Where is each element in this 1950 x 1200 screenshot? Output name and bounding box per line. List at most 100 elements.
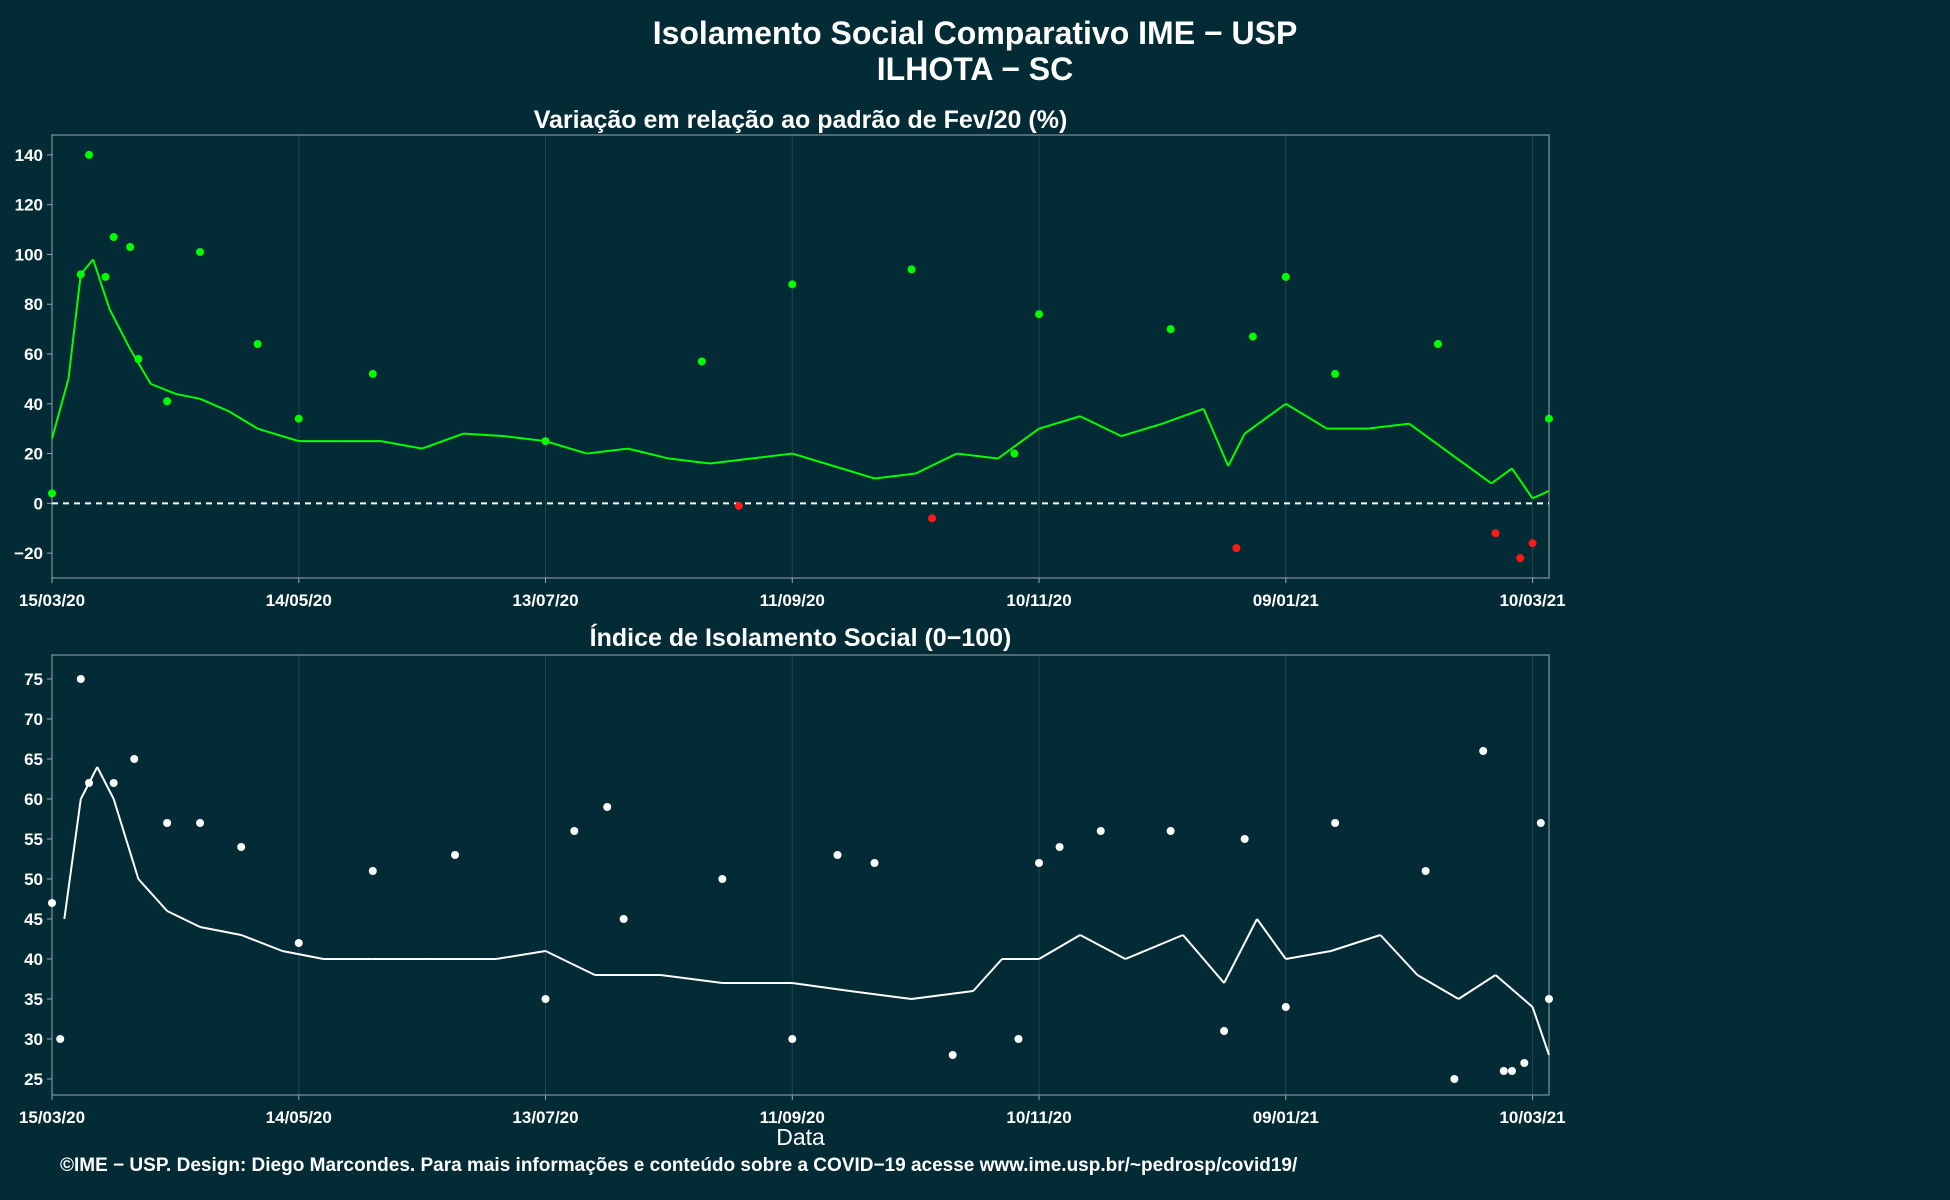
x-axis-label: Data [776,1124,825,1150]
moving-average-segment [668,457,711,465]
data-point [1035,310,1044,319]
moving-average-segment [1079,415,1122,438]
data-point [451,851,460,859]
data-point [1499,1067,1508,1075]
data-point [788,1035,797,1043]
moving-average-segment [199,397,230,413]
moving-average-segment [166,910,201,928]
moving-average-segment [1244,402,1287,435]
data-point [1507,1067,1516,1075]
data-point [603,803,612,811]
data-point [870,859,879,867]
moving-average-segment [228,410,259,430]
data-point [1232,544,1241,553]
moving-average-segment [997,427,1040,460]
plot-frame [51,134,1550,579]
location-subtitle: ILHOTA − SC [876,51,1074,87]
moving-average-segment [1416,974,1460,1000]
moving-average-segment [1285,402,1328,430]
y-tick-label: 60 [24,345,43,364]
main-title: Isolamento Social Comparativo IME − USP [652,15,1298,51]
data-point [1014,1035,1023,1043]
data-point [76,270,85,279]
moving-average-segment [1120,422,1163,438]
y-tick-label: 65 [24,750,43,769]
plot-frame [51,654,1550,1096]
data-point [541,995,550,1003]
data-point [1528,539,1537,548]
data-point [134,354,143,363]
y-tick-label: 60 [24,790,43,809]
data-point [1035,859,1044,867]
data-point [1240,835,1249,843]
data-point [1166,325,1175,334]
moving-average-segment [175,392,201,400]
y-tick-label: 80 [24,295,43,314]
data-point [85,779,94,787]
moving-average-segment [282,950,324,960]
moving-average-segment [1182,934,1225,984]
x-tick-label: 10/03/21 [1499,1108,1565,1127]
moving-average-segment [1449,452,1493,485]
data-point [718,875,727,883]
data-point [163,819,172,827]
data-point [1331,819,1340,827]
moving-average-segment [240,934,283,952]
panel-1: Variação em relação ao padrão de Fev/20 … [14,106,1565,610]
data-point [1220,1027,1229,1035]
y-tick-label: 55 [24,830,43,849]
data-point [1010,449,1019,458]
y-tick-label: 100 [15,245,43,264]
moving-average-segment [1038,415,1081,430]
moving-average-segment [545,440,587,455]
moving-average-segment [150,382,176,395]
moving-average-segment [199,926,242,936]
y-tick-label: 40 [24,950,43,969]
x-tick-label: 10/11/20 [1006,591,1071,610]
moving-average-segment [660,974,723,984]
data-point [541,437,550,446]
moving-average-segment [504,435,546,443]
y-tick-label: −20 [14,544,43,563]
y-tick-label: 0 [34,494,43,513]
panel-title: Índice de Isolamento Social (0−100) [590,623,1012,652]
data-point [833,851,842,859]
data-point [196,247,205,256]
moving-average-segment [257,427,300,443]
moving-average-segment [112,798,140,880]
data-point [163,397,172,406]
moving-average-segment [1038,934,1081,960]
data-point [1248,332,1257,341]
y-tick-label: 20 [24,445,43,464]
x-tick-label: 10/11/20 [1006,1108,1071,1127]
moving-average-segment [1162,407,1204,425]
moving-average-segment [63,798,82,920]
data-point [619,915,628,923]
moving-average-segment [92,259,111,310]
moving-average-segment [1408,422,1451,455]
y-tick-label: 35 [24,990,43,1009]
y-tick-label: 25 [24,1070,43,1089]
moving-average-segment [1223,918,1258,984]
moving-average-segment [1379,934,1419,976]
moving-average-segment [1256,918,1287,960]
data-point [907,265,916,274]
x-tick-label: 13/07/20 [512,1108,578,1127]
moving-average-segment [1457,974,1497,1000]
data-point [928,514,937,523]
x-tick-label: 11/09/20 [760,1108,825,1127]
moving-average-segment [833,465,875,480]
data-point [237,843,246,851]
y-tick-label: 40 [24,395,43,414]
data-point [788,280,797,289]
panel-title: Variação em relação ao padrão de Fev/20 … [534,106,1068,134]
data-point [196,819,205,827]
data-point [1433,340,1442,349]
data-point [130,755,139,763]
moving-average-segment [545,950,596,976]
data-point [294,939,303,947]
data-point [1545,995,1553,1003]
moving-average-segment [1511,467,1534,499]
data-point [253,340,262,349]
